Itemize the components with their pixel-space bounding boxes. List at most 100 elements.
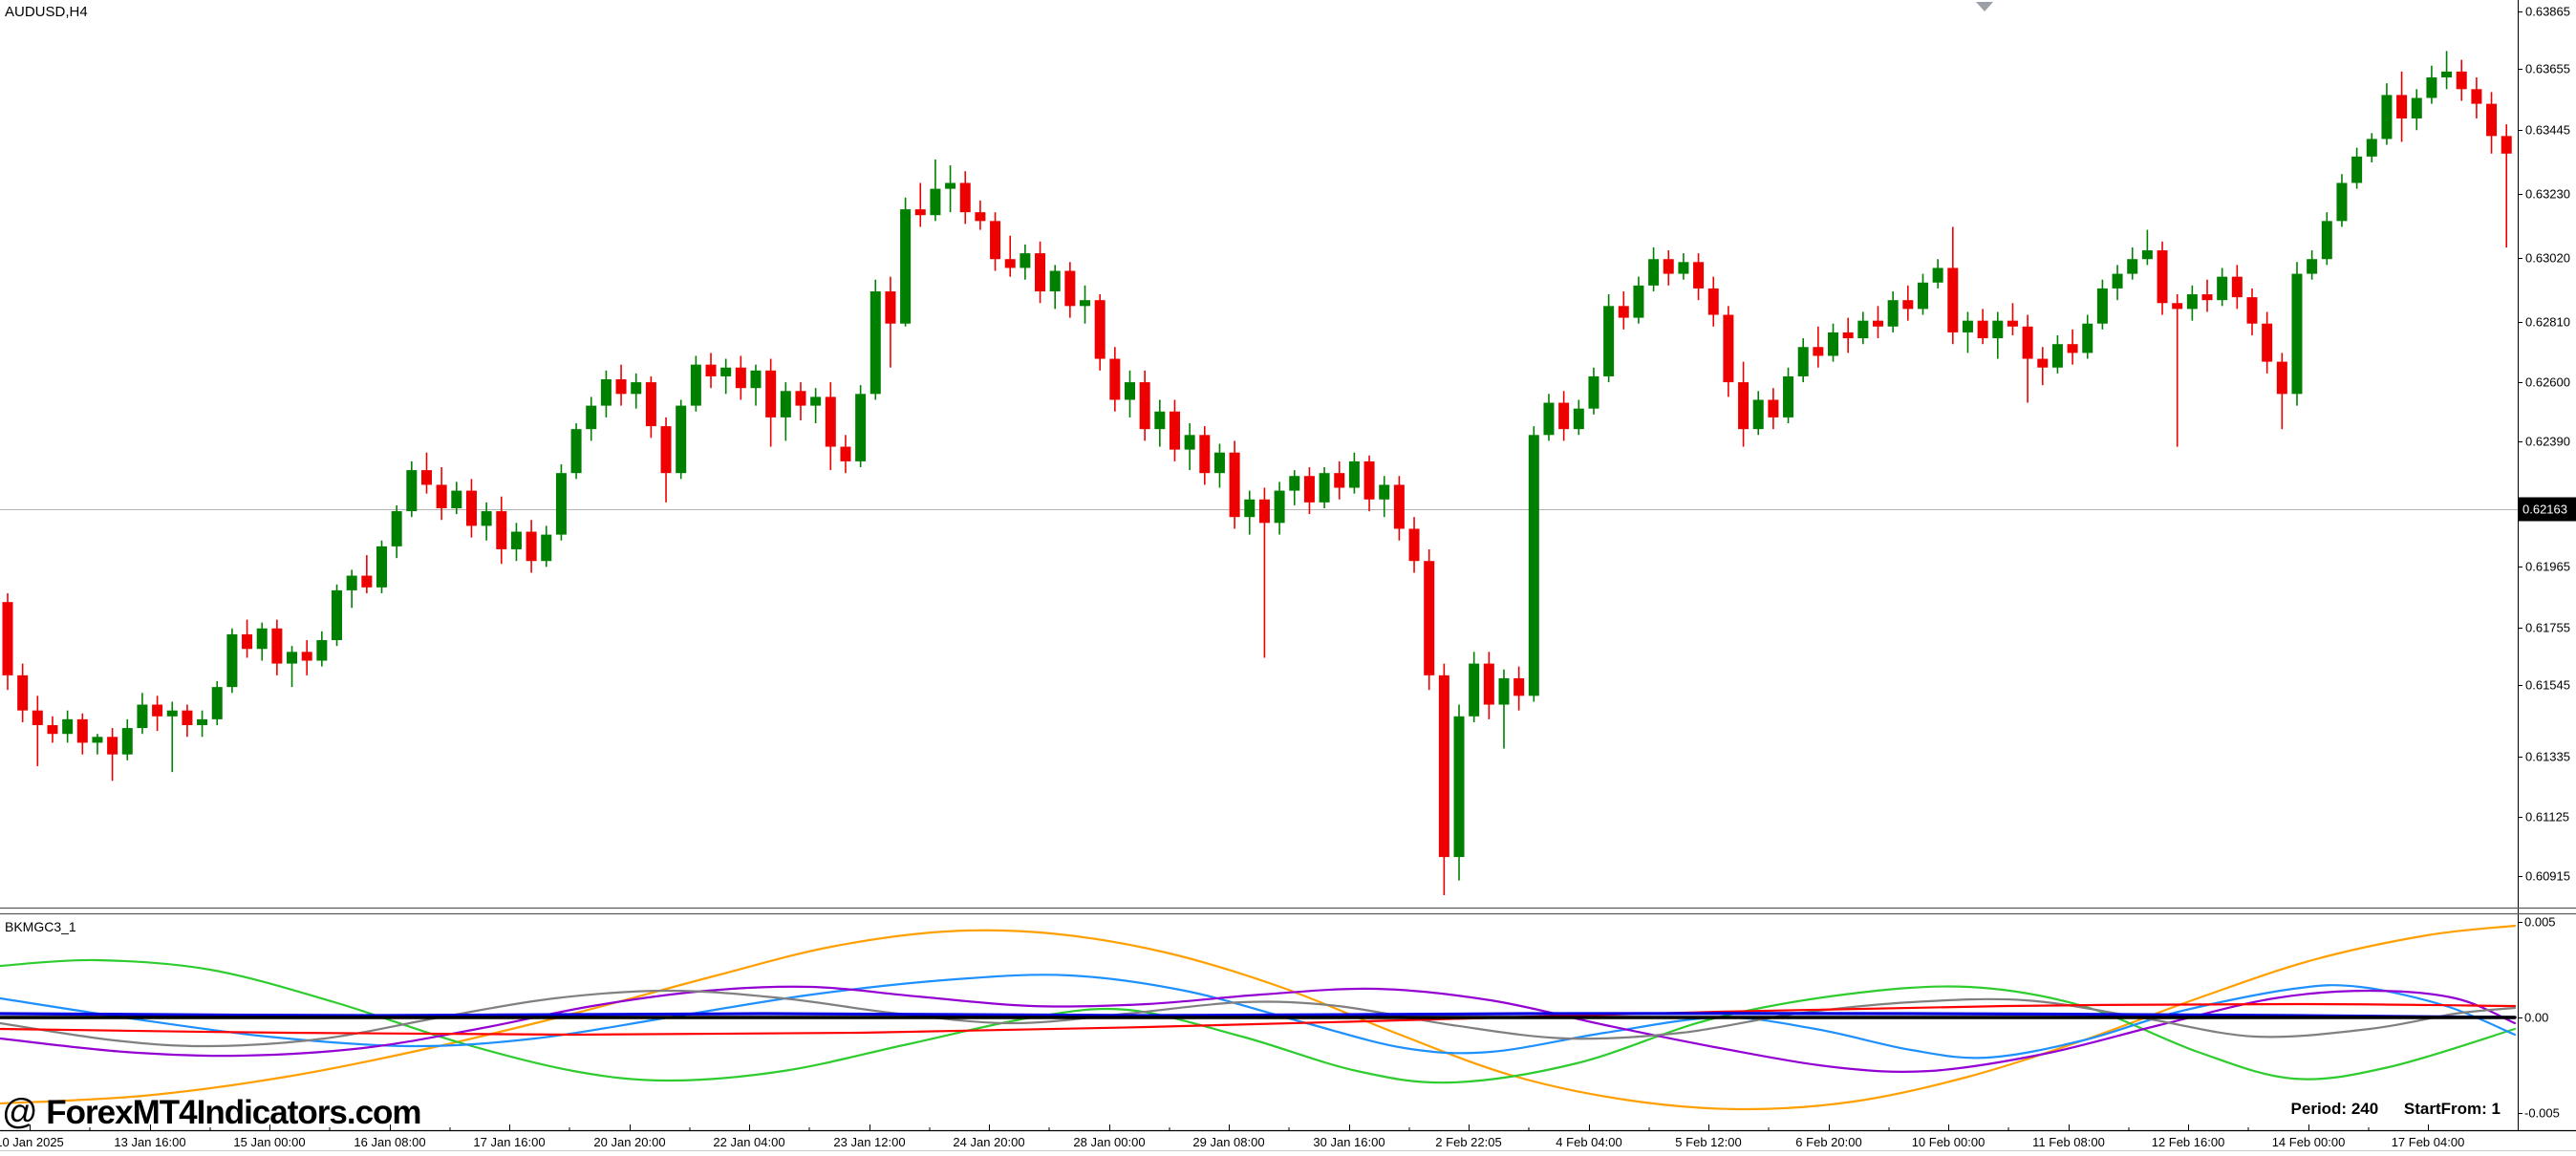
bear-candle	[76, 718, 88, 743]
bull-candle	[2441, 71, 2453, 78]
bull-candle	[211, 687, 223, 719]
bear-candle	[465, 490, 477, 526]
time-axis-label: 24 Jan 20:00	[953, 1135, 1025, 1149]
bear-candle	[1094, 300, 1106, 359]
bear-candle	[885, 290, 896, 324]
bull-candle	[1917, 282, 1928, 310]
bear-candle	[1873, 320, 1883, 327]
bear-candle	[840, 446, 851, 461]
indicator-axis-label: -0.005	[2524, 1105, 2560, 1121]
bull-candle	[2291, 273, 2303, 395]
bear-candle	[1303, 476, 1315, 503]
bull-candle	[406, 470, 418, 512]
bear-candle	[1064, 270, 1076, 307]
bull-candle	[2381, 95, 2393, 139]
bull-candle	[451, 490, 462, 508]
bull-candle	[1080, 300, 1091, 307]
bull-candle	[810, 396, 822, 406]
bull-candle	[1633, 285, 1644, 318]
bull-candle	[1528, 435, 1539, 696]
bull-candle	[481, 511, 492, 526]
time-axis-label: 5 Feb 12:00	[1675, 1135, 1742, 1149]
bull-candle	[1049, 270, 1061, 291]
bear-candle	[271, 628, 283, 664]
bear-candle	[1169, 411, 1180, 450]
bear-candle	[645, 382, 656, 427]
bear-candle	[1842, 332, 1854, 339]
bull-candle	[555, 473, 567, 535]
bear-candle	[2396, 95, 2408, 118]
bear-candle	[496, 511, 507, 549]
bear-candle	[152, 704, 163, 717]
bear-candle	[2471, 89, 2482, 104]
bull-candle	[1319, 473, 1330, 503]
bull-candle	[391, 511, 402, 546]
price-axis-label: 0.61545	[2525, 677, 2570, 693]
bear-candle	[2486, 103, 2498, 137]
bear-candle	[825, 396, 836, 447]
bear-candle	[1813, 347, 1824, 356]
bull-candle	[1543, 402, 1555, 436]
bull-candle	[750, 370, 762, 389]
bull-candle	[92, 737, 103, 743]
bull-candle	[2217, 276, 2228, 301]
bear-candle	[436, 484, 447, 508]
price-axis-label: 0.63655	[2525, 61, 2570, 76]
price-axis-label: 0.61125	[2525, 809, 2570, 824]
bear-candle	[17, 674, 29, 711]
bear-candle	[1139, 382, 1150, 430]
bear-candle	[1768, 399, 1779, 417]
bear-candle	[1258, 499, 1270, 524]
bear-candle	[1618, 306, 1629, 318]
bear-candle	[2067, 344, 2078, 353]
symbol-timeframe-label: AUDUSD,H4	[5, 4, 88, 20]
bull-candle	[2426, 77, 2437, 98]
price-axis-label: 0.63445	[2525, 122, 2570, 138]
bull-candle	[287, 652, 298, 664]
bear-candle	[1977, 320, 1988, 339]
bull-candle	[137, 704, 148, 729]
scroll-to-end-marker-icon[interactable]	[1976, 2, 1993, 11]
orange-cycle	[0, 924, 2517, 1111]
bull-candle	[346, 575, 357, 590]
bull-candle	[600, 379, 612, 406]
price-axis-label: 0.62810	[2525, 314, 2570, 330]
bear-candle	[1738, 382, 1750, 430]
bull-candle	[1348, 460, 1360, 488]
bear-candle	[705, 364, 717, 376]
bear-candle	[1723, 314, 1734, 383]
bear-candle	[2022, 326, 2033, 359]
bull-candle	[1379, 484, 1390, 500]
bear-candle	[2037, 358, 2049, 368]
bear-candle	[2172, 303, 2183, 310]
indicator-lines-layer[interactable]	[0, 924, 2517, 1111]
bear-candle	[1109, 358, 1121, 400]
bear-candle	[526, 531, 537, 562]
bull-candle	[570, 429, 582, 474]
bull-candle	[900, 209, 912, 324]
bull-candle	[855, 394, 867, 461]
time-axis-label: 15 Jan 00:00	[233, 1135, 306, 1149]
time-axis-label: 2 Feb 22:05	[1435, 1135, 1502, 1149]
bull-candle	[869, 290, 881, 395]
bear-candle	[2276, 361, 2287, 395]
candlestick-layer[interactable]	[0, 51, 2518, 895]
bear-candle	[1438, 674, 1449, 858]
bear-candle	[1393, 484, 1405, 529]
price-axis-label: 0.60915	[2525, 868, 2570, 884]
indicator-info-label: Period: 240 StartFrom: 1	[2291, 1100, 2501, 1119]
bear-candle	[1483, 663, 1494, 705]
bear-candle	[2262, 323, 2273, 362]
bull-candle	[1752, 399, 1764, 430]
bull-candle	[1154, 411, 1166, 430]
bull-candle	[1573, 408, 1584, 430]
bull-candle	[2082, 323, 2093, 353]
bear-candle	[1035, 253, 1046, 291]
bear-candle	[2201, 294, 2213, 301]
bear-candle	[1004, 259, 1016, 268]
bull-candle	[510, 531, 522, 549]
price-axis-label: 0.63865	[2525, 4, 2570, 19]
time-axis-label: 6 Feb 20:00	[1795, 1135, 1862, 1149]
